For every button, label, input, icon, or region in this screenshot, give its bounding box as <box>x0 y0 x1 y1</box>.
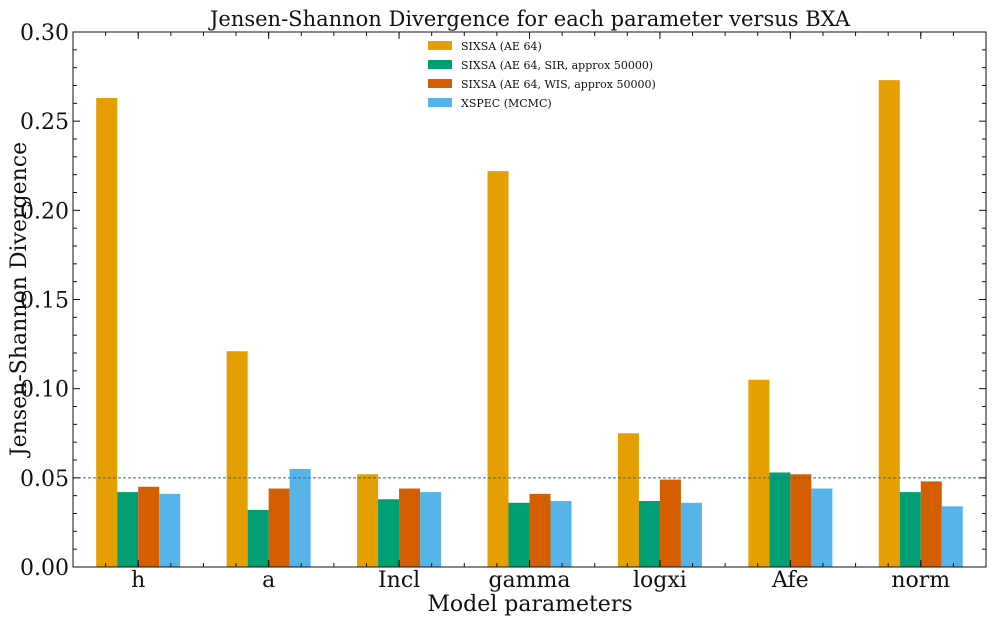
chart-title: Jensen-Shannon Divergence for each param… <box>208 7 851 31</box>
x-axis-label: Model parameters <box>427 592 632 617</box>
bar-Afe-series-1 <box>748 379 770 567</box>
bar-Incl-series-1 <box>357 474 379 567</box>
bar-logxi-series-3 <box>659 479 681 567</box>
legend-label-2: SIXSA (AE 64, SIR, approx 50000) <box>461 59 653 72</box>
bar-a-series-3 <box>268 488 290 567</box>
legend-label-4: XSPEC (MCMC) <box>461 97 552 110</box>
legend-label-3: SIXSA (AE 64, WIS, approx 50000) <box>461 78 656 91</box>
bar-Incl-series-2 <box>378 499 400 567</box>
legend-swatch-3 <box>428 79 452 88</box>
bar-h-series-1 <box>96 97 118 567</box>
bar-Afe-series-4 <box>811 488 833 567</box>
bar-gamma-series-4 <box>550 501 572 567</box>
plot-area: 0.00 0.05 0.10 0.15 0.20 0.25 0.30 h a Incl gamma l… <box>20 21 987 593</box>
bar-a-series-2 <box>247 509 269 567</box>
legend-swatch-4 <box>428 98 452 107</box>
bar-logxi-series-1 <box>617 433 639 567</box>
x-tick-label-Incl: Incl <box>378 568 420 593</box>
x-tick-label-norm: norm <box>891 568 950 593</box>
bar-norm-series-2 <box>899 492 921 567</box>
legend-swatch-2 <box>428 60 452 69</box>
x-tick-label-h: h <box>131 568 145 593</box>
bar-Incl-series-3 <box>399 488 421 567</box>
y-tick-label: 0.15 <box>20 289 69 314</box>
bar-h-series-4 <box>159 493 181 567</box>
y-tick-label: 0.00 <box>20 556 69 581</box>
bar-Incl-series-4 <box>420 492 442 567</box>
bar-a-series-1 <box>226 351 248 567</box>
bar-Afe-series-3 <box>790 474 812 567</box>
y-tick-label: 0.05 <box>20 467 69 492</box>
legend-label-1: SIXSA (AE 64) <box>461 40 542 53</box>
bar-h-series-2 <box>117 492 139 567</box>
bar-norm-series-4 <box>941 506 963 567</box>
legend: SIXSA (AE 64) SIXSA (AE 64, SIR, approx 5… <box>428 40 656 110</box>
bar-logxi-series-4 <box>680 502 702 567</box>
legend-swatch-1 <box>428 41 452 50</box>
y-tick-label: 0.10 <box>20 378 69 403</box>
x-tick-label-logxi: logxi <box>633 568 687 593</box>
y-tick-label: 0.20 <box>20 199 69 224</box>
x-tick-label-a: a <box>262 568 275 593</box>
plot-frame <box>72 31 987 568</box>
x-tick-label-Afe: Afe <box>771 568 809 593</box>
bar-gamma-series-1 <box>487 171 509 567</box>
x-tick-label-gamma: gamma <box>488 568 570 593</box>
bar-gamma-series-2 <box>508 502 530 567</box>
y-tick-label: 0.25 <box>20 110 69 135</box>
bar-a-series-4 <box>289 468 311 567</box>
bar-gamma-series-3 <box>529 493 551 567</box>
bar-norm-series-3 <box>920 481 942 567</box>
bar-Afe-series-2 <box>769 472 791 567</box>
bar-h-series-3 <box>138 486 160 567</box>
bar-norm-series-1 <box>878 80 900 568</box>
y-tick-label: 0.30 <box>20 21 69 46</box>
y-axis-label: Jensen-Shannon Divergence <box>7 142 32 458</box>
bar-logxi-series-2 <box>638 501 660 567</box>
